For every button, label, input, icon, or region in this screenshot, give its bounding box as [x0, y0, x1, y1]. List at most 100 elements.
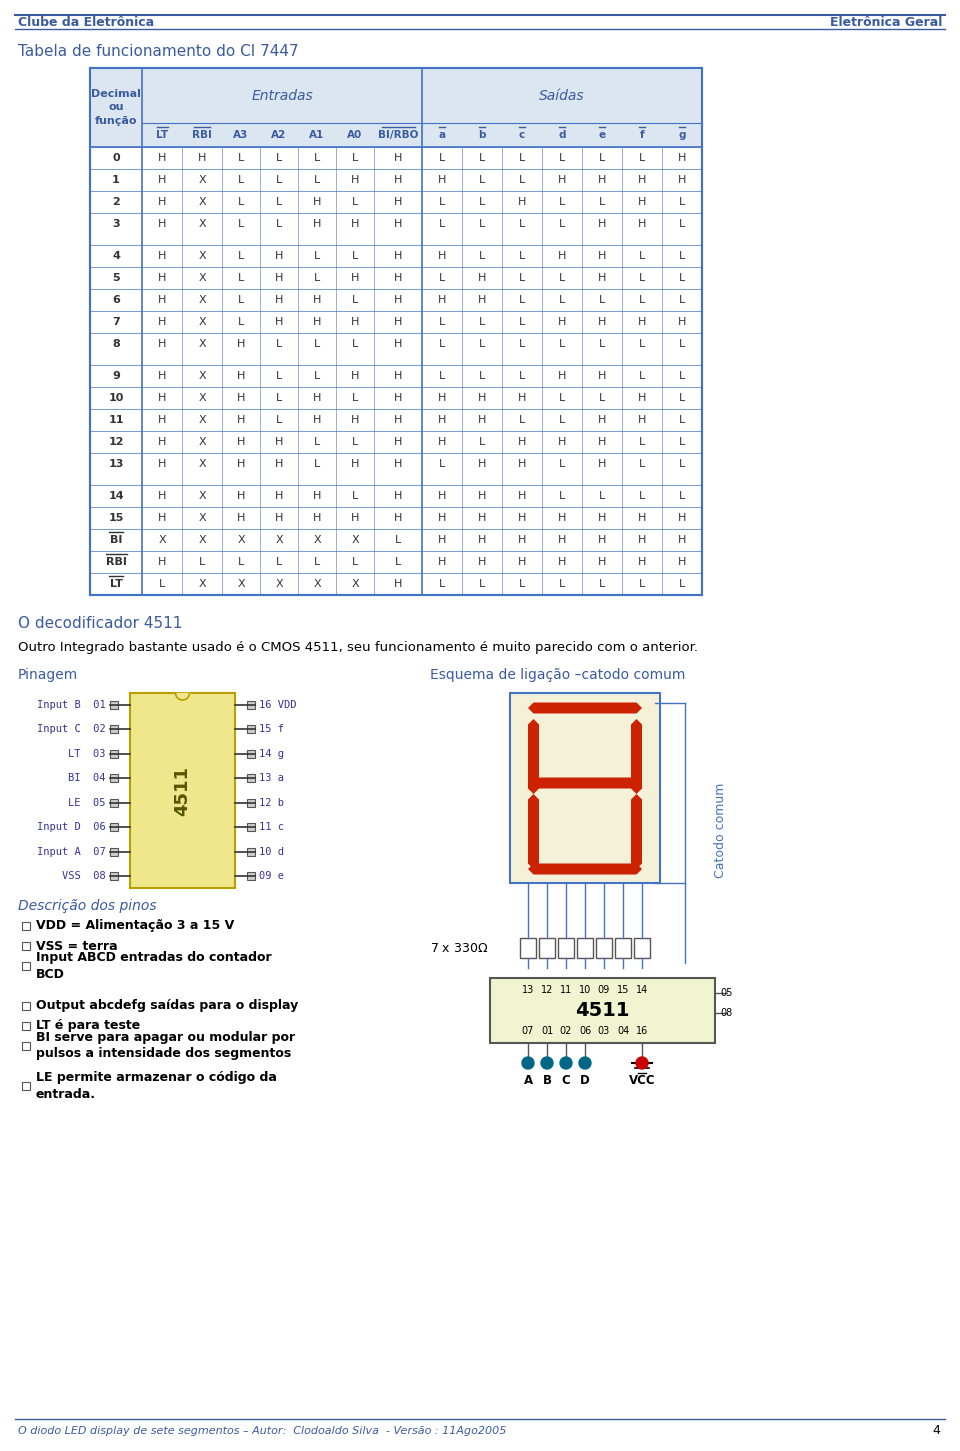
- Text: H: H: [678, 316, 686, 326]
- Text: 08: 08: [720, 1008, 732, 1019]
- Bar: [110, 726, 118, 733]
- Text: L: L: [479, 219, 485, 229]
- Text: X: X: [198, 316, 205, 326]
- Text: X: X: [313, 535, 321, 546]
- Text: 06: 06: [579, 1026, 591, 1036]
- Text: L: L: [559, 393, 565, 403]
- Bar: [110, 775, 118, 782]
- Text: L: L: [439, 579, 445, 589]
- Text: L: L: [276, 393, 282, 403]
- Text: X: X: [198, 579, 205, 589]
- Polygon shape: [631, 720, 642, 794]
- Text: L: L: [679, 197, 685, 207]
- Text: L: L: [395, 535, 401, 546]
- Text: L: L: [638, 579, 645, 589]
- Text: L: L: [439, 459, 445, 469]
- Text: H: H: [438, 415, 446, 425]
- Text: H: H: [438, 251, 446, 261]
- Text: H: H: [438, 557, 446, 567]
- Text: H: H: [637, 535, 646, 546]
- Text: H: H: [394, 514, 402, 522]
- Text: H: H: [350, 273, 359, 283]
- Text: H: H: [517, 490, 526, 501]
- Text: H: H: [157, 490, 166, 501]
- Text: 05: 05: [720, 988, 732, 998]
- Text: H: H: [637, 393, 646, 403]
- Text: H: H: [394, 393, 402, 403]
- Text: LE permite armazenar o código da
entrada.: LE permite armazenar o código da entrada…: [36, 1071, 276, 1100]
- Text: L: L: [638, 152, 645, 163]
- Text: H: H: [313, 295, 322, 305]
- Text: L: L: [352, 393, 358, 403]
- Text: L: L: [518, 219, 525, 229]
- Text: L: L: [518, 273, 525, 283]
- Text: X: X: [198, 490, 205, 501]
- Text: H: H: [394, 490, 402, 501]
- Text: H: H: [350, 316, 359, 326]
- Text: L: L: [479, 340, 485, 350]
- Bar: [90, 68, 142, 147]
- Text: L: L: [679, 490, 685, 501]
- Text: X: X: [276, 535, 283, 546]
- Text: H: H: [313, 514, 322, 522]
- Text: 12: 12: [540, 985, 553, 995]
- Bar: [110, 823, 118, 831]
- Text: H: H: [558, 514, 566, 522]
- Text: H: H: [313, 415, 322, 425]
- Text: H: H: [517, 514, 526, 522]
- Text: BI serve para apagar ou modular por
pulsos a intensidade dos segmentos: BI serve para apagar ou modular por puls…: [36, 1032, 295, 1061]
- Bar: [247, 775, 255, 782]
- Text: L: L: [599, 152, 605, 163]
- Text: RBI: RBI: [106, 557, 127, 567]
- Text: L: L: [599, 340, 605, 350]
- Text: L: L: [395, 557, 401, 567]
- Text: H: H: [478, 490, 486, 501]
- Text: H: H: [157, 273, 166, 283]
- Text: L: L: [518, 176, 525, 184]
- Text: L: L: [352, 437, 358, 447]
- Text: L: L: [479, 152, 485, 163]
- Text: H: H: [478, 459, 486, 469]
- Text: H: H: [275, 459, 283, 469]
- Text: 5: 5: [112, 273, 120, 283]
- Bar: [510, 694, 660, 884]
- Bar: [22, 1042, 30, 1051]
- Text: 13 a: 13 a: [259, 773, 284, 784]
- Text: H: H: [517, 459, 526, 469]
- Text: L: L: [559, 295, 565, 305]
- Text: L: L: [314, 273, 320, 283]
- Text: L: L: [679, 393, 685, 403]
- Text: H: H: [558, 371, 566, 382]
- Text: 13: 13: [522, 985, 534, 995]
- Text: L: L: [479, 371, 485, 382]
- Text: H: H: [237, 393, 245, 403]
- Text: H: H: [678, 557, 686, 567]
- Polygon shape: [528, 720, 539, 794]
- Text: H: H: [157, 557, 166, 567]
- Text: 1: 1: [112, 176, 120, 184]
- Bar: [247, 726, 255, 733]
- Text: H: H: [157, 219, 166, 229]
- Text: f: f: [639, 131, 644, 139]
- Text: L: L: [352, 490, 358, 501]
- Text: X: X: [198, 273, 205, 283]
- Text: L: L: [599, 579, 605, 589]
- Text: L: L: [199, 557, 205, 567]
- Text: BI: BI: [109, 535, 122, 546]
- Text: 01: 01: [540, 1026, 553, 1036]
- Text: L: L: [679, 459, 685, 469]
- Text: 11: 11: [560, 985, 572, 995]
- Text: X: X: [198, 219, 205, 229]
- Text: L: L: [352, 295, 358, 305]
- Text: H: H: [637, 514, 646, 522]
- Text: g: g: [679, 131, 685, 139]
- Text: 13: 13: [108, 459, 124, 469]
- Text: X: X: [198, 535, 205, 546]
- Text: L: L: [679, 219, 685, 229]
- Text: L: L: [276, 340, 282, 350]
- Text: 3: 3: [112, 219, 120, 229]
- Text: 09: 09: [598, 985, 611, 995]
- Text: 14: 14: [108, 490, 124, 501]
- Text: L: L: [599, 490, 605, 501]
- Text: H: H: [478, 415, 486, 425]
